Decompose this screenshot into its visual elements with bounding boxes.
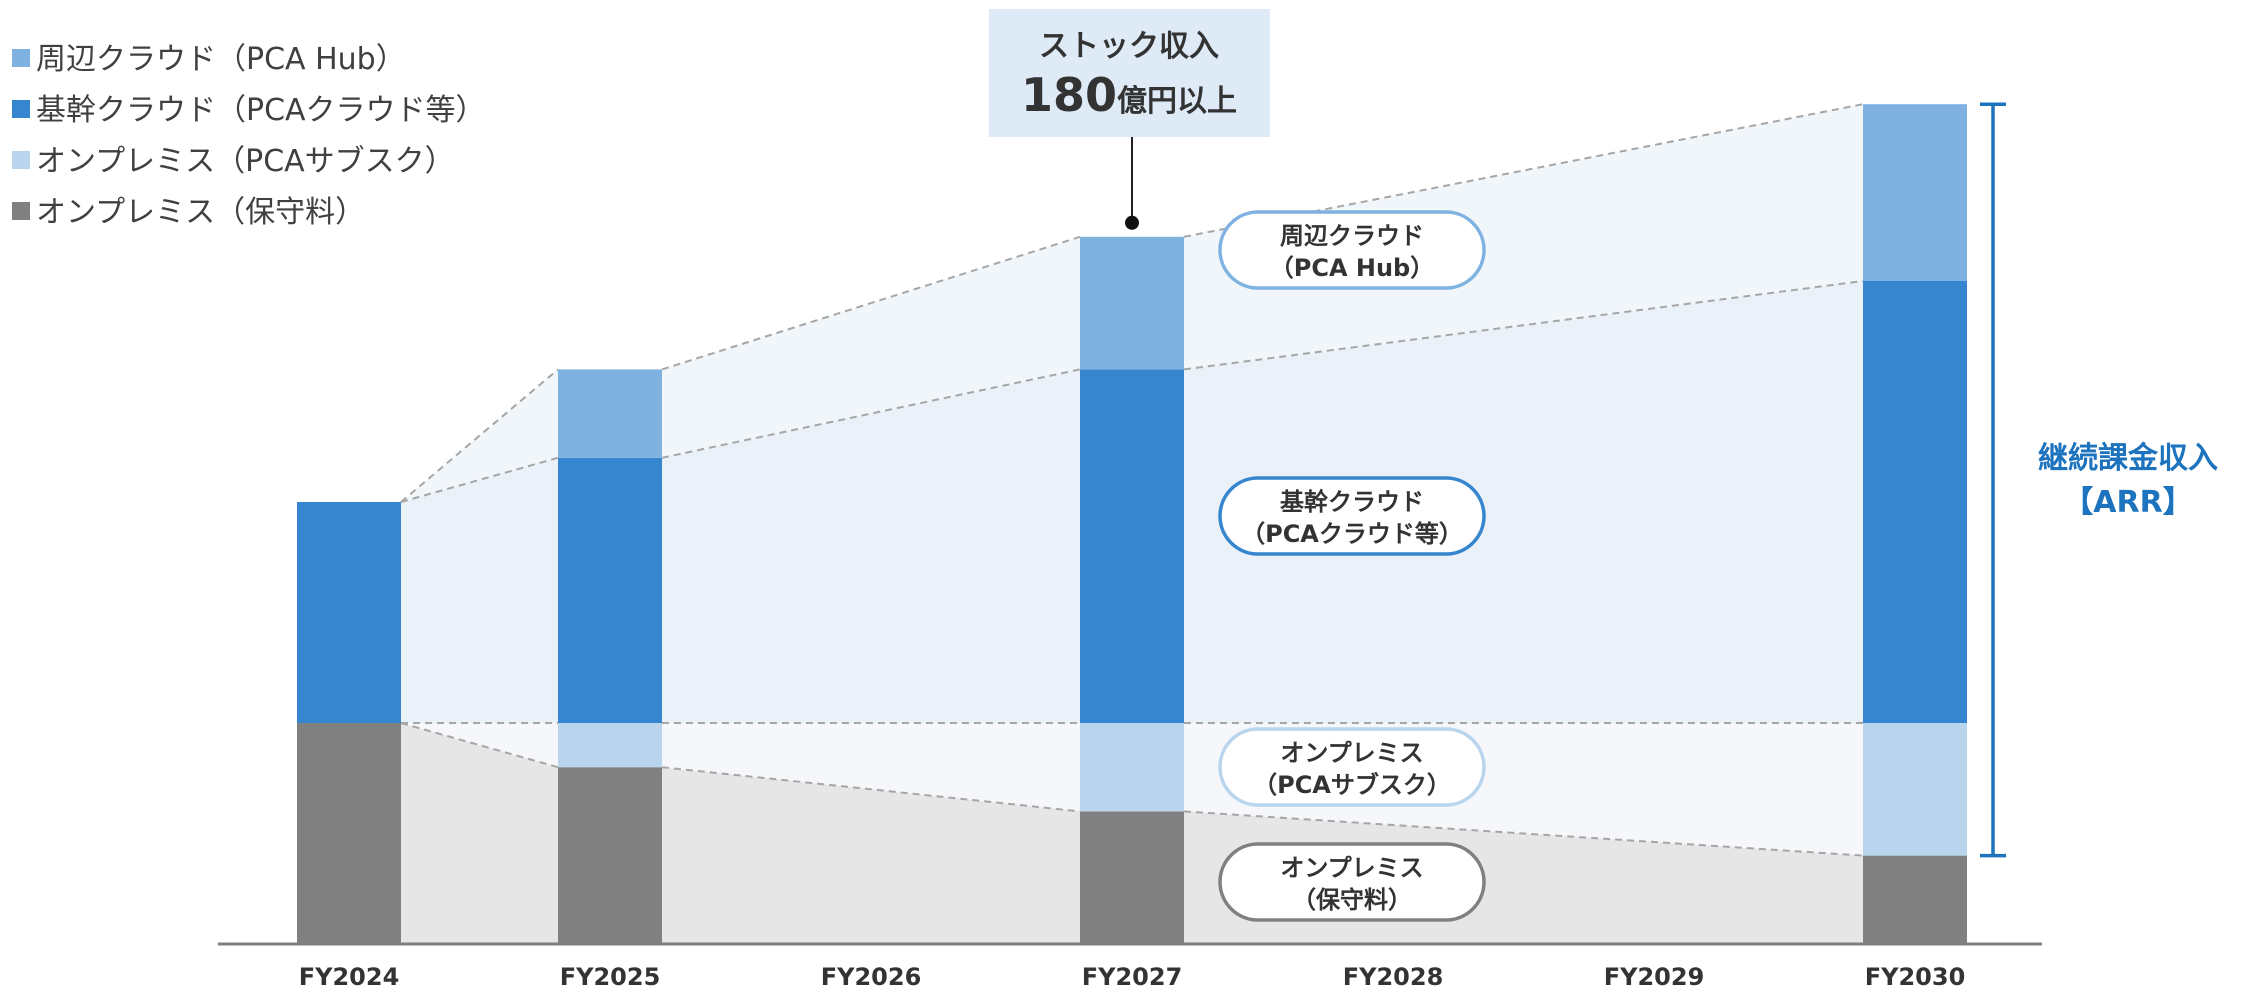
- x-tick-label: FY2029: [1604, 963, 1705, 988]
- callout-value: 180億円以上: [1021, 68, 1237, 122]
- trend-band: [662, 767, 1080, 944]
- trend-line: [400, 456, 559, 503]
- arr-bracket: 継続課金収入【ARR】: [1980, 102, 2218, 858]
- trend-band: [662, 369, 1080, 723]
- legend-label: オンプレミス（保守料）: [36, 195, 365, 230]
- x-tick-label: FY2028: [1343, 963, 1444, 988]
- segment-label-text: （PCAサブスク）: [1253, 771, 1451, 799]
- segment-label-text: （PCA Hub）: [1270, 254, 1434, 282]
- callout-unit: 億円以上: [1117, 84, 1237, 119]
- bar-segment: [558, 369, 662, 458]
- callout: ストック収入 180億円以上: [989, 9, 1270, 230]
- trend-band: [1184, 281, 1863, 723]
- trend-band: [401, 723, 558, 944]
- bar-segment: [297, 723, 401, 944]
- trend-line: [1183, 103, 1864, 238]
- callout-number: 180: [1021, 68, 1117, 122]
- trend-line: [1183, 810, 1864, 857]
- legend-swatch: [12, 202, 30, 220]
- segment-label-pill: [1218, 842, 1486, 922]
- bracket-label: 【ARR】: [2063, 485, 2192, 520]
- segment-labels: 周辺クラウド （PCA Hub） 基幹クラウド （PCAクラウド等） オンプレミス （PC…: [1218, 210, 1486, 922]
- legend-swatch: [12, 151, 30, 169]
- bar-segment: [1080, 811, 1184, 944]
- trend-band: [662, 236, 1080, 458]
- x-tick-label: FY2027: [1082, 963, 1183, 988]
- bar-segment: [558, 723, 662, 768]
- trend-line: [1183, 280, 1864, 371]
- trend-line: [661, 235, 1081, 371]
- segment-label-pill: [1218, 727, 1486, 807]
- callout-line1: ストック収入: [1039, 29, 1219, 64]
- x-tick-labels: FY2024 FY2025 FY2026 FY2027 FY2028 FY2029 FY20…: [299, 963, 1966, 988]
- bar-segment: [1863, 104, 1967, 281]
- trend-band: [401, 457, 558, 723]
- segment-label-text: 周辺クラウド: [1280, 222, 1424, 250]
- x-tick-label: FY2024: [299, 963, 400, 988]
- callout-dot: [1125, 215, 1139, 230]
- bar-segment: [1080, 236, 1184, 370]
- trend-line: [661, 766, 1081, 813]
- bars: [297, 104, 1967, 944]
- x-tick-label: FY2025: [560, 963, 661, 988]
- segment-label-pill: [1218, 476, 1486, 556]
- trend-line: [400, 722, 559, 769]
- bar-segment: [297, 502, 401, 723]
- legend-swatch: [12, 100, 30, 118]
- segment-label-text: オンプレミス: [1280, 854, 1423, 882]
- bar-segment: [1863, 855, 1967, 944]
- trend-band: [1184, 104, 1863, 370]
- callout-box: [989, 9, 1270, 137]
- legend-label: 基幹クラウド（PCAクラウド等）: [36, 93, 486, 128]
- segment-label-text: 基幹クラウド: [1280, 488, 1424, 516]
- bar-segment: [1863, 281, 1967, 723]
- legend-swatch: [12, 49, 30, 67]
- legend: 周辺クラウド（PCA Hub） 基幹クラウド（PCAクラウド等） オンプレミス（PC…: [12, 42, 486, 230]
- bar-segment: [558, 767, 662, 944]
- segment-label-text: （PCAクラウド等）: [1241, 520, 1463, 548]
- x-tick-label: FY2030: [1865, 963, 1966, 988]
- bar-segment: [558, 457, 662, 723]
- trend-band: [662, 723, 1080, 812]
- bar-segment: [1080, 723, 1184, 812]
- trend-lines: [400, 103, 1864, 857]
- segment-label-text: （保守料）: [1292, 886, 1412, 914]
- bar-segment: [1863, 723, 1967, 856]
- bar-segment: [1080, 369, 1184, 723]
- segment-label-text: オンプレミス: [1280, 739, 1423, 767]
- bracket-label: 継続課金収入: [2038, 441, 2218, 476]
- legend-label: オンプレミス（PCAサブスク）: [36, 144, 455, 179]
- legend-label: 周辺クラウド（PCA Hub）: [36, 42, 406, 77]
- segment-label-pill: [1218, 210, 1486, 290]
- x-tick-label: FY2026: [821, 963, 922, 988]
- trend-line: [400, 368, 559, 503]
